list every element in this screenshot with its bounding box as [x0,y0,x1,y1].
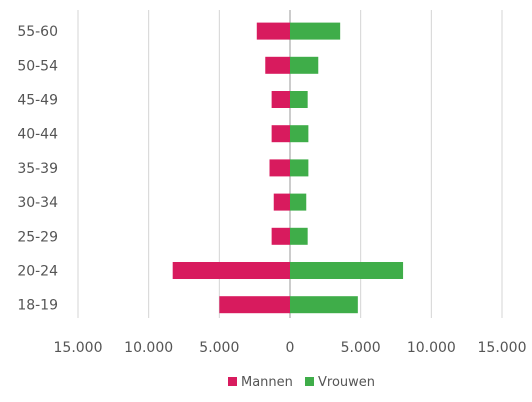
legend-label-vrouwen: Vrouwen [318,375,375,390]
bar-mannen-30-34 [273,193,290,211]
bar-vrouwen-18-19 [290,296,358,314]
bar-mannen-55-60 [256,22,290,40]
bar-mannen-18-19 [219,296,290,314]
category-label: 50-54 [17,58,58,74]
bar-vrouwen-30-34 [290,193,307,211]
x-tick-label: 10.000 [124,340,173,356]
bar-vrouwen-50-54 [290,56,319,74]
bar-mannen-40-44 [271,125,290,143]
category-label: 45-49 [17,93,58,109]
x-tick-label: 15.000 [478,340,527,356]
bar-vrouwen-35-39 [290,159,309,177]
legend-swatch-vrouwen [305,377,314,386]
bar-vrouwen-20-24 [290,262,404,279]
x-tick-label: 10.000 [407,340,456,356]
bar-vrouwen-25-29 [290,227,308,245]
axis-layer: 15.000 10.000 5.000 0 5.000 10.000 15.000 [54,340,527,356]
legend: Mannen Vrouwen [228,375,375,390]
legend-label-mannen: Mannen [241,375,293,390]
bar-mannen-45-49 [271,91,290,108]
bar-vrouwen-45-49 [290,91,308,108]
category-labels: 18-19 20-24 25-29 30-34 35-39 40-44 45-49 50-54… [17,24,58,314]
bar-mannen-50-54 [265,56,290,74]
category-label: 25-29 [17,229,58,245]
bar-vrouwen-40-44 [290,125,309,143]
category-label: 35-39 [17,161,58,177]
category-label: 55-60 [17,24,58,40]
x-tick-label: 5.000 [341,340,381,356]
category-label: 20-24 [17,264,58,280]
x-tick-label: 15.000 [54,340,103,356]
category-label: 40-44 [17,127,58,143]
bar-mannen-35-39 [269,159,290,177]
legend-swatch-mannen [228,377,237,386]
category-label: 30-34 [17,195,58,211]
bar-mannen-20-24 [172,262,290,279]
bar-vrouwen-55-60 [290,22,341,40]
x-tick-label: 0 [286,340,295,356]
bars-layer [172,22,404,314]
x-tick-label: 5.000 [199,340,239,356]
category-label: 18-19 [17,298,58,314]
bar-mannen-25-29 [271,227,290,245]
